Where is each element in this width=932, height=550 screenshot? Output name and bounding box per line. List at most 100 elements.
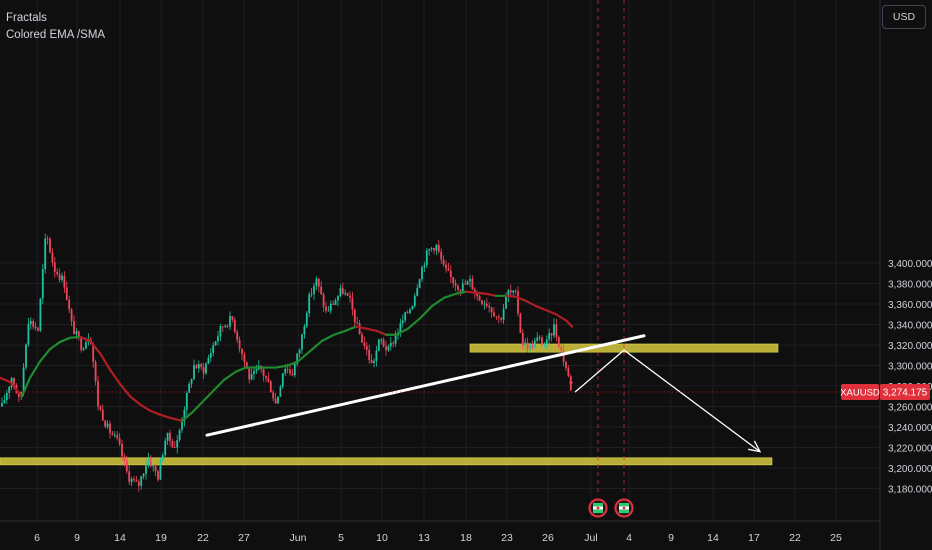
projection-path[interactable] <box>574 349 761 453</box>
candle-body <box>346 292 349 296</box>
candle-body <box>351 297 354 310</box>
candle-body <box>130 478 133 482</box>
candle-body <box>68 299 71 310</box>
candle-body <box>99 406 102 410</box>
candle-body <box>104 420 107 427</box>
economic-event-icon[interactable] <box>614 498 634 518</box>
economic-event-icon[interactable] <box>588 498 608 518</box>
ema-segment <box>464 290 478 294</box>
candle-body <box>565 361 567 369</box>
candle-body <box>173 447 176 448</box>
candle-body <box>373 360 375 363</box>
candle-body <box>75 331 78 335</box>
candle-body <box>145 465 147 474</box>
candle-body <box>109 423 111 434</box>
candle-body <box>322 294 325 307</box>
x-tick-label: 19 <box>155 532 167 544</box>
symbol-tag-label: XAUUSD <box>840 387 880 398</box>
candle-body <box>461 283 464 292</box>
candle-body <box>543 344 546 346</box>
candle-body <box>469 278 471 282</box>
candle-body <box>241 348 243 355</box>
candle-body <box>401 320 404 324</box>
candle-body <box>209 352 212 358</box>
ema-segment <box>394 327 410 336</box>
candle-body <box>437 244 440 252</box>
ema-line <box>0 290 574 422</box>
candle-body <box>77 331 80 338</box>
ema-segment <box>504 294 518 298</box>
candle-body <box>101 409 104 421</box>
candle-body <box>277 396 279 404</box>
ema-segment <box>484 292 498 297</box>
currency-button[interactable]: USD <box>882 5 926 29</box>
flag-emblem <box>622 506 626 510</box>
x-tick-label: 22 <box>789 532 801 544</box>
candle-body <box>142 473 145 477</box>
candle-body <box>85 342 87 349</box>
ema-segment <box>442 292 458 299</box>
ema-segment <box>430 296 446 308</box>
candle-body <box>500 317 503 320</box>
x-tick-label: 13 <box>418 532 430 544</box>
candle-body <box>1 402 3 407</box>
candle-body <box>51 252 54 263</box>
ema-segment <box>48 340 62 351</box>
candle-body <box>481 300 483 304</box>
candle-body <box>548 333 551 340</box>
candle-body <box>92 344 95 363</box>
candle-body <box>128 471 131 482</box>
candle-body <box>133 478 135 481</box>
candle-body <box>490 307 493 313</box>
candle-body <box>550 333 553 336</box>
candle-body <box>63 275 66 288</box>
candle-body <box>301 334 303 350</box>
ema-segment <box>418 304 434 320</box>
candle-body <box>423 265 426 268</box>
candle-body <box>265 375 267 379</box>
ema-segment <box>534 304 548 312</box>
candle-body <box>169 432 171 441</box>
flag-stripe-bottom <box>593 509 603 514</box>
candle-body <box>152 465 155 467</box>
candle-body <box>53 262 56 272</box>
candle-body <box>293 363 296 376</box>
candle-body <box>13 377 15 385</box>
ema-segment <box>544 309 558 316</box>
x-tick-label: 5 <box>338 532 344 544</box>
candle-body <box>226 325 229 327</box>
candle-body <box>113 434 116 436</box>
y-tick-label: 3,180.000 <box>888 485 932 496</box>
candle-body <box>255 369 258 371</box>
candle-body <box>303 326 306 335</box>
candle-body <box>418 279 421 289</box>
candle-body <box>377 339 380 351</box>
candle-body <box>291 373 294 376</box>
legend-colored-ema-sma[interactable]: Colored EMA /SMA <box>6 29 106 41</box>
candle-body <box>440 251 443 260</box>
x-tick-label: 18 <box>460 532 472 544</box>
ema-segment <box>128 395 142 406</box>
rising-trendline[interactable] <box>205 334 646 437</box>
candle-body <box>382 339 385 347</box>
x-tick-label: Jun <box>290 532 307 544</box>
ema-segment <box>88 339 102 355</box>
indicator-legend: Fractals Colored EMA /SMA <box>6 10 105 44</box>
candle-body <box>121 443 123 457</box>
candle-body <box>154 465 157 472</box>
candle-body <box>8 386 11 393</box>
candle-body <box>171 440 174 448</box>
candle-body <box>224 325 227 327</box>
legend-fractals[interactable]: Fractals <box>6 12 47 24</box>
candle-body <box>166 432 169 441</box>
candle-body <box>37 328 39 331</box>
candle-body <box>221 326 224 328</box>
candle-body <box>3 400 6 403</box>
support-zone[interactable] <box>0 457 773 466</box>
candle-body <box>430 248 433 250</box>
candle-body <box>147 458 150 466</box>
candle-body <box>404 312 407 321</box>
candle-body <box>17 393 20 397</box>
candle-body <box>137 481 140 486</box>
